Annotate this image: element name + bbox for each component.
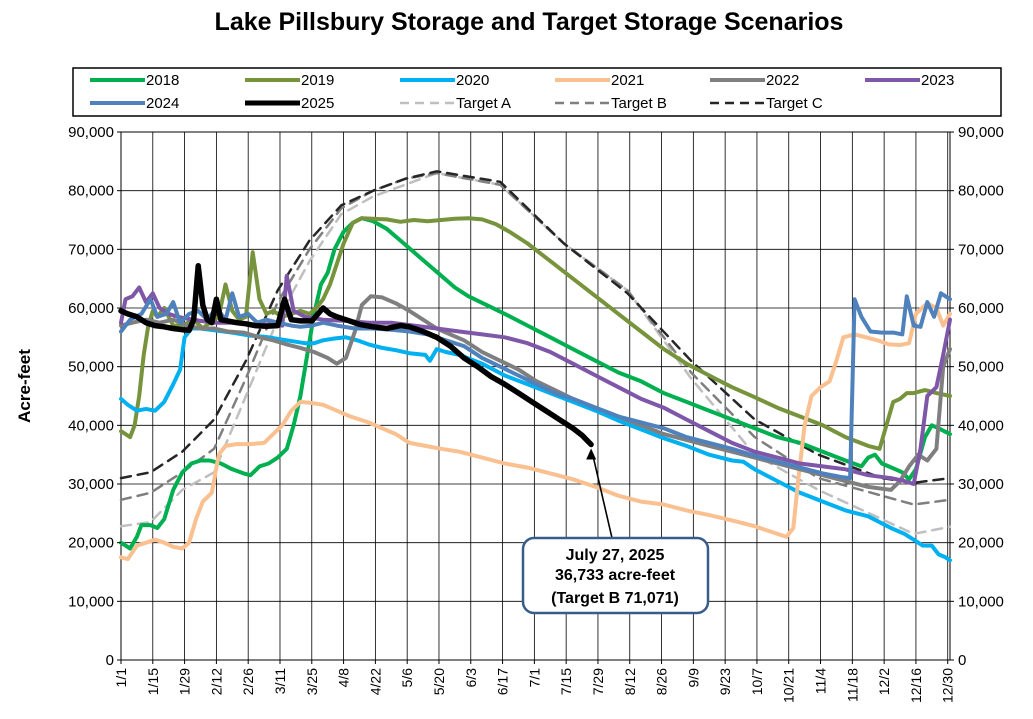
series-line-2021 xyxy=(119,301,952,562)
x-tick-label: 3/25 xyxy=(304,668,320,695)
x-tick-label: 5/20 xyxy=(431,668,447,695)
legend-label: 2020 xyxy=(456,72,489,89)
series-line-2023 xyxy=(119,273,952,486)
y-tick-label-left: 80,000 xyxy=(68,183,114,200)
legend-box xyxy=(72,67,1002,117)
y-tick-label-right: 20,000 xyxy=(958,535,1004,552)
x-tick-label: 6/3 xyxy=(463,668,479,688)
series-line-2018 xyxy=(119,216,952,551)
series-line-target-c xyxy=(119,170,952,485)
x-tick-label: 9/9 xyxy=(685,668,701,688)
x-axis: 1/1 1/15 1/29 2/12 2/26 3/11 3/25 4/8 4/22 5/6 5/2… xyxy=(113,660,956,703)
x-tick-label: 3/11 xyxy=(272,668,288,694)
y-tick-label-left: 0 xyxy=(106,652,114,669)
annotation-target: (Target B 71,071) xyxy=(551,590,679,607)
y-tick-label-right: 30,000 xyxy=(958,476,1004,493)
y-tick-label-left: 70,000 xyxy=(68,241,114,258)
legend-label: 2019 xyxy=(301,72,334,89)
annotation-arrow xyxy=(592,456,613,539)
y-axis-left: 0 10,000 20,000 30,000 40,000 50,000 60,000 70,… xyxy=(68,124,121,669)
x-tick-label: 11/18 xyxy=(844,668,860,702)
y-tick-label-right: 80,000 xyxy=(958,183,1004,200)
legend-label: Target C xyxy=(766,95,823,112)
annotation-value: 36,733 acre-feet xyxy=(555,567,676,584)
legend-label: Target B xyxy=(611,95,667,112)
y-axis-right: 0 10,000 20,000 30,000 40,000 50,000 60,000 70,… xyxy=(950,124,1004,669)
annotation-box xyxy=(521,536,710,615)
y-tick-label-left: 30,000 xyxy=(68,476,114,493)
y-tick-label-left: 60,000 xyxy=(68,300,114,317)
y-tick-label-right: 60,000 xyxy=(958,300,1004,317)
x-tick-label: 7/1 xyxy=(526,668,542,688)
y-tick-label-right: 70,000 xyxy=(958,241,1004,258)
annotation-callout: July 27, 2025 36,733 acre-feet (Target B… xyxy=(521,448,710,615)
x-tick-label: 2/12 xyxy=(208,668,224,695)
x-tick-label: 11/4 xyxy=(813,668,829,694)
y-tick-label-right: 40,000 xyxy=(958,417,1004,434)
annotation-arrowhead xyxy=(586,448,597,460)
y-tick-label-right: 10,000 xyxy=(958,593,1004,610)
y-tick-label-left: 50,000 xyxy=(68,359,114,376)
y-tick-label-left: 10,000 xyxy=(68,593,114,610)
chart-title: Lake Pillsbury Storage and Target Storag… xyxy=(215,8,844,36)
x-tick-label: 4/8 xyxy=(336,668,352,688)
legend-label: 2018 xyxy=(146,72,179,89)
x-tick-label: 8/26 xyxy=(654,668,670,695)
x-tick-label: 2/26 xyxy=(240,668,256,695)
legend-label: Target A xyxy=(456,95,511,112)
x-tick-label: 12/30 xyxy=(940,668,956,703)
series-line-2022 xyxy=(119,294,952,492)
x-tick-label: 10/7 xyxy=(749,668,765,695)
x-tick-label: 6/17 xyxy=(495,668,511,695)
y-tick-label-right: 50,000 xyxy=(958,359,1004,376)
x-tick-label: 1/29 xyxy=(177,668,193,695)
x-tick-label: 9/23 xyxy=(717,668,733,695)
annotation-date: July 27, 2025 xyxy=(566,547,665,564)
x-tick-label: 10/21 xyxy=(781,668,797,703)
x-tick-label: 12/2 xyxy=(876,668,892,695)
series-line-2025 xyxy=(118,263,594,448)
series-line-2024 xyxy=(119,291,952,481)
y-tick-label-right: 90,000 xyxy=(958,124,1004,141)
series-layer xyxy=(118,170,952,563)
x-tick-label: 1/15 xyxy=(145,668,161,695)
y-axis-label: Acre-feet xyxy=(15,349,34,423)
x-tick-label: 1/1 xyxy=(113,668,129,688)
y-tick-label-left: 90,000 xyxy=(68,124,114,141)
x-tick-label: 7/29 xyxy=(590,668,606,695)
legend-label: 2024 xyxy=(146,95,179,112)
legend-label: 2021 xyxy=(611,72,644,89)
x-tick-label: 12/16 xyxy=(908,668,924,703)
y-tick-label-left: 20,000 xyxy=(68,535,114,552)
legend-label: 2023 xyxy=(921,72,954,89)
y-tick-label-left: 40,000 xyxy=(68,417,114,434)
x-tick-label: 5/6 xyxy=(399,668,415,688)
x-tick-label: 7/15 xyxy=(558,668,574,695)
x-tick-label: 8/12 xyxy=(622,668,638,695)
legend-label: 2025 xyxy=(301,95,334,112)
legend-label: 2022 xyxy=(766,72,799,89)
legend: 2018 2019 2020 2021 2022 2023 2024 2025 Target A… xyxy=(72,67,1002,117)
x-tick-label: 4/22 xyxy=(367,668,383,695)
y-tick-label-right: 0 xyxy=(958,652,966,669)
